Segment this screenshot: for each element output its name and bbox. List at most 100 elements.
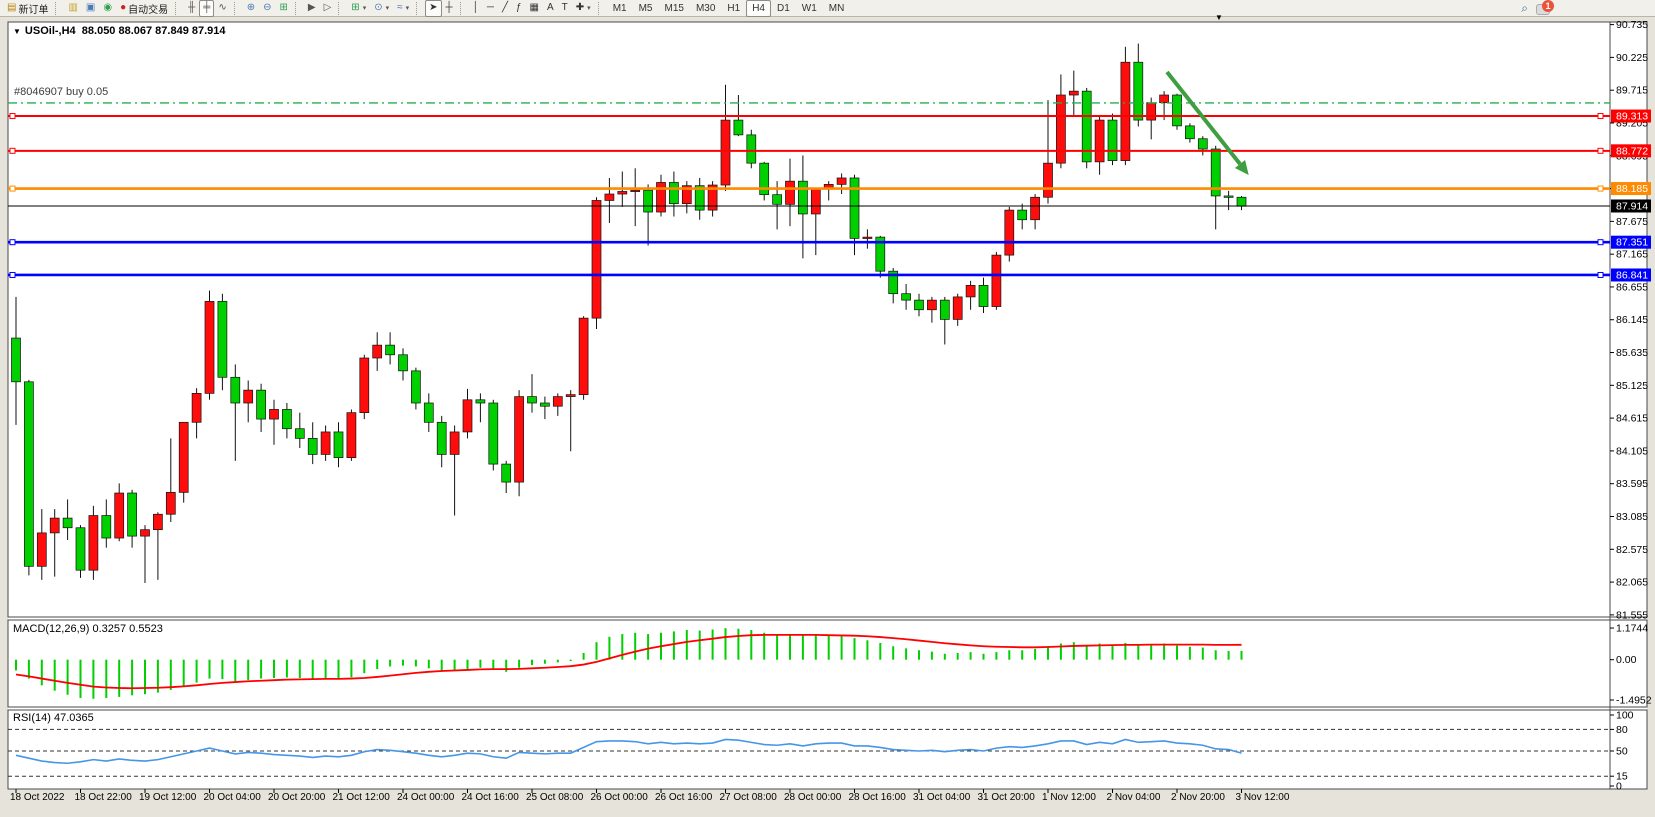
hline-handle[interactable] bbox=[9, 185, 16, 192]
timeframe-m15[interactable]: M15 bbox=[664, 2, 684, 14]
line-chart-button[interactable]: ∿ bbox=[214, 0, 230, 17]
vertical-line-button[interactable]: │ bbox=[469, 0, 483, 17]
candlestick-chart-button[interactable]: ╪ bbox=[199, 0, 215, 17]
indicators-button[interactable]: ≈ ▾ bbox=[393, 0, 413, 17]
data-window-button[interactable]: ▣ bbox=[82, 0, 99, 17]
tile-windows-button[interactable]: ⊞ bbox=[276, 0, 292, 17]
candle bbox=[836, 177, 847, 185]
hline-handle[interactable] bbox=[9, 147, 16, 154]
candle bbox=[49, 517, 60, 534]
toolbar-overflow-icon[interactable]: ▼ bbox=[1215, 13, 1223, 22]
cursor-button[interactable]: ➤ bbox=[425, 0, 442, 17]
chart-shift-button[interactable]: ▷ bbox=[320, 0, 336, 17]
time-axis-label: 19 Oct 12:00 bbox=[139, 792, 197, 803]
candle bbox=[514, 396, 524, 483]
timeframe-mn[interactable]: MN bbox=[828, 2, 845, 14]
signals-button[interactable]: ◉ bbox=[99, 0, 116, 17]
main-chart-panel[interactable] bbox=[7, 21, 1648, 618]
notifications-button[interactable]: 1 bbox=[1536, 0, 1554, 15]
bar-chart-icon: ╫ bbox=[188, 2, 196, 13]
price-badge-label: 88.185 bbox=[1616, 183, 1648, 195]
timeframe-d1[interactable]: D1 bbox=[777, 2, 790, 14]
auto-scroll-icon: ▶ bbox=[307, 2, 316, 13]
candle bbox=[1185, 125, 1195, 140]
timeframe-m5[interactable]: M5 bbox=[638, 2, 653, 14]
rsi-panel[interactable] bbox=[7, 709, 1648, 790]
candle bbox=[11, 337, 21, 383]
rsi-axis-label: 80 bbox=[1616, 724, 1628, 736]
price-axis-label: 90.735 bbox=[1616, 19, 1648, 31]
zoom-out-button[interactable]: ⊖ bbox=[259, 0, 275, 17]
price-badge-label: 89.313 bbox=[1616, 111, 1648, 123]
crosshair-button[interactable]: ┼ bbox=[442, 0, 457, 17]
hline-handle[interactable] bbox=[1597, 113, 1604, 120]
candle bbox=[153, 513, 163, 531]
zoom-out-icon: ⊖ bbox=[263, 2, 272, 13]
time-axis[interactable] bbox=[8, 789, 1610, 803]
shapes-icon: ✚ bbox=[575, 2, 585, 13]
candle bbox=[849, 177, 860, 239]
hline-handle[interactable] bbox=[1597, 239, 1604, 246]
tile-windows-icon: ⊞ bbox=[279, 2, 288, 13]
toolbar-group: ⊕ ⊖ ⊞ bbox=[243, 0, 292, 17]
fibonacci-button[interactable]: ƒ bbox=[512, 0, 526, 17]
new-chart-button[interactable]: ⊞ ▾ bbox=[347, 0, 370, 17]
hline-handle[interactable] bbox=[9, 239, 16, 246]
auto-scroll-button[interactable]: ▶ bbox=[304, 0, 320, 17]
candle bbox=[630, 189, 641, 192]
price-axis-label: 82.065 bbox=[1616, 577, 1648, 589]
autotrading-button[interactable]: ● 自动交易 bbox=[116, 0, 172, 17]
hline-handle[interactable] bbox=[9, 271, 16, 278]
market-watch-button[interactable]: ▥ bbox=[64, 0, 81, 17]
zoom-in-icon: ⊕ bbox=[246, 2, 256, 13]
timeframe-group: M1 M5 M15 M30 H1 H4 D1 W1 MN bbox=[607, 0, 851, 17]
text-button[interactable]: A bbox=[543, 0, 558, 17]
candle bbox=[217, 301, 228, 378]
timeframe-w1[interactable]: W1 bbox=[801, 2, 817, 14]
macd-panel[interactable] bbox=[7, 619, 1648, 708]
candle bbox=[127, 492, 137, 537]
new-order-button[interactable]: ▤ 新订单 bbox=[3, 0, 52, 17]
zoom-in-button[interactable]: ⊕ bbox=[243, 0, 259, 17]
chevron-down-icon: ▾ bbox=[587, 5, 591, 12]
candle bbox=[991, 254, 1002, 307]
toolbar-separator bbox=[233, 1, 240, 15]
candle bbox=[1146, 102, 1157, 121]
hline-handle[interactable] bbox=[9, 113, 16, 120]
trend-arrow[interactable] bbox=[1165, 70, 1242, 166]
trendline-icon: ╱ bbox=[501, 2, 508, 13]
shapes-button[interactable]: ✚ ▾ bbox=[572, 0, 595, 17]
signals-icon: ◉ bbox=[103, 2, 113, 13]
candle bbox=[1056, 94, 1066, 164]
candle bbox=[617, 191, 628, 195]
candle bbox=[230, 376, 241, 404]
search-icon[interactable]: ⌕ bbox=[1521, 0, 1528, 15]
candle bbox=[165, 492, 176, 515]
rsi-axis-label: 0 bbox=[1616, 781, 1622, 793]
horizontal-line-button[interactable]: ─ bbox=[483, 0, 498, 17]
candle bbox=[436, 421, 447, 455]
candle bbox=[540, 402, 550, 407]
periods-button[interactable]: ⊙ ▾ bbox=[370, 0, 393, 17]
timeframe-h1[interactable]: H1 bbox=[727, 2, 741, 14]
grid-button[interactable]: ▦ bbox=[526, 0, 543, 17]
candle bbox=[669, 182, 679, 205]
grid-icon: ▦ bbox=[529, 2, 539, 13]
candlestick-chart-icon: ╪ bbox=[203, 2, 211, 13]
candle bbox=[939, 299, 950, 320]
text-label-button[interactable]: T bbox=[558, 0, 572, 17]
candle bbox=[707, 184, 718, 211]
candle bbox=[694, 185, 705, 211]
hline-handle[interactable] bbox=[1597, 185, 1604, 192]
hline-handle[interactable] bbox=[1597, 271, 1604, 278]
hline-handle[interactable] bbox=[1597, 147, 1604, 154]
trendline-button[interactable]: ╱ bbox=[498, 0, 512, 17]
timeframe-h4[interactable]: H4 bbox=[746, 0, 771, 17]
timeframe-m1[interactable]: M1 bbox=[612, 2, 627, 14]
price-badge-label: 88.772 bbox=[1616, 145, 1648, 157]
candle bbox=[307, 438, 318, 455]
price-axis[interactable] bbox=[1610, 22, 1655, 789]
timeframe-m30[interactable]: M30 bbox=[695, 2, 716, 14]
bar-chart-button[interactable]: ╫ bbox=[184, 0, 199, 17]
